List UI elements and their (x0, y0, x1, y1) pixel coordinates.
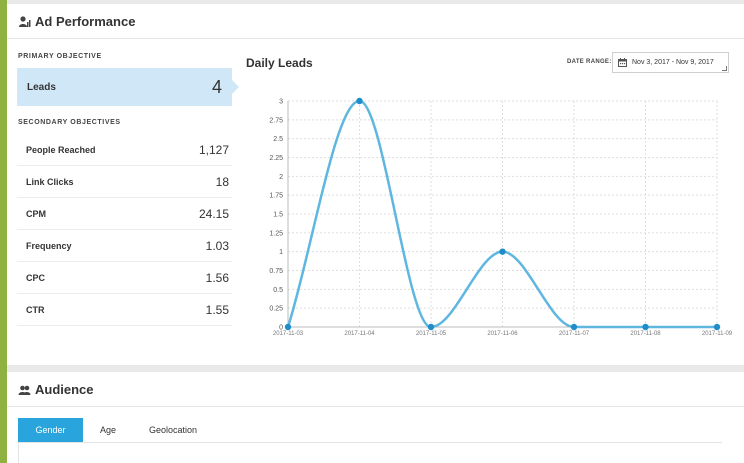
data-point (427, 323, 435, 331)
y-tick-label: 0.75 (269, 268, 283, 275)
x-tick-label: 2017-11-05 (416, 331, 447, 337)
y-tick-label: 1 (279, 249, 283, 256)
objective-name: People Reached (26, 144, 96, 155)
objective-value: 1.03 (205, 238, 229, 253)
x-tick-label: 2017-11-03 (273, 331, 304, 337)
audience-panel: Audience Gender Age Geolocation (7, 372, 744, 463)
users-chart-icon (18, 15, 31, 28)
primary-objective-label: PRIMARY OBJECTIVE (18, 53, 102, 60)
y-tick-label: 0.25 (269, 306, 283, 313)
date-range-picker[interactable]: Nov 3, 2017 - Nov 9, 2017 (612, 52, 729, 73)
secondary-objective-row[interactable]: CPC 1.56 (17, 262, 232, 294)
secondary-objective-row[interactable]: People Reached 1,127 (17, 134, 232, 166)
tab-age[interactable]: Age (99, 425, 116, 435)
y-tick-label: 1.25 (269, 230, 283, 237)
objective-name: CPM (26, 208, 46, 219)
secondary-objectives-label: SECONDARY OBJECTIVES (18, 119, 121, 126)
ad-performance-title: Ad Performance (35, 13, 136, 29)
audience-tabs: Gender Age Geolocation (18, 418, 722, 443)
x-tick-label: 2017-11-08 (630, 331, 661, 337)
objective-value: 1,127 (198, 142, 229, 157)
data-point (284, 323, 292, 331)
data-point (356, 97, 363, 105)
secondary-objective-row[interactable]: CPM 24.15 (17, 198, 232, 230)
y-tick-label: 2.5 (273, 136, 283, 143)
objective-value: 1.56 (205, 270, 229, 285)
y-tick-label: 3 (279, 99, 283, 106)
data-point (713, 323, 721, 331)
objective-name: Frequency (26, 240, 72, 251)
objective-value: 1.55 (205, 302, 229, 317)
objective-name: Link Clicks (26, 176, 74, 187)
y-tick-label: 2.75 (269, 117, 283, 124)
x-tick-label: 2017-11-09 (702, 331, 733, 337)
primary-objective-card[interactable]: Leads 4 (17, 68, 239, 106)
calendar-icon (618, 54, 627, 72)
secondary-objective-row[interactable]: Link Clicks 18 (17, 166, 232, 198)
objective-name: CPC (26, 272, 46, 283)
audience-header: Audience (7, 372, 744, 407)
resize-corner-icon (722, 66, 727, 71)
daily-leads-chart: 0 0.25 0.5 0.75 1 1.25 1.5 1.75 2 2.25 2.5 2.75 3 201… (269, 97, 733, 337)
secondary-objectives-list: People Reached 1,127 Link Clicks 18 CPM 24.… (17, 134, 232, 326)
objective-name: CTR (26, 304, 45, 315)
y-tick-label: 1.75 (269, 193, 283, 200)
date-range-value: Nov 3, 2017 - Nov 9, 2017 (632, 59, 714, 66)
left-accent-bar (0, 0, 7, 463)
tab-gender[interactable]: Gender (18, 418, 83, 442)
data-point (642, 323, 649, 331)
tab-geolocation[interactable]: Geolocation (148, 425, 198, 435)
objective-value: 18 (215, 174, 229, 189)
y-tick-label: 2.25 (269, 155, 283, 162)
primary-objective-name: Leads (27, 81, 56, 93)
x-tick-label: 2017-11-04 (344, 331, 375, 337)
secondary-objective-row[interactable]: CTR 1.55 (17, 294, 232, 326)
ad-performance-header: Ad Performance (7, 4, 744, 39)
y-tick-label: 2 (279, 174, 283, 181)
series-line (286, 99, 717, 329)
audience-title: Audience (35, 381, 94, 397)
chart-title: Daily Leads (246, 56, 313, 70)
y-tick-label: 0.5 (273, 287, 283, 294)
y-tick-label: 1.5 (273, 212, 283, 219)
x-tick-label: 2017-11-06 (487, 331, 518, 337)
ad-performance-panel: Ad Performance PRIMARY OBJECTIVE Leads 4… (7, 4, 744, 365)
users-icon (18, 383, 31, 396)
date-range-label: DATE RANGE: (567, 59, 612, 65)
y-tick-label: 0 (279, 325, 283, 332)
primary-objective-value: 4 (211, 76, 222, 97)
objective-value: 24.15 (198, 206, 229, 221)
data-point (499, 248, 506, 255)
x-tick-label: 2017-11-07 (559, 331, 590, 337)
secondary-objective-row[interactable]: Frequency 1.03 (17, 230, 232, 262)
data-point (570, 323, 578, 331)
audience-content (18, 443, 722, 463)
